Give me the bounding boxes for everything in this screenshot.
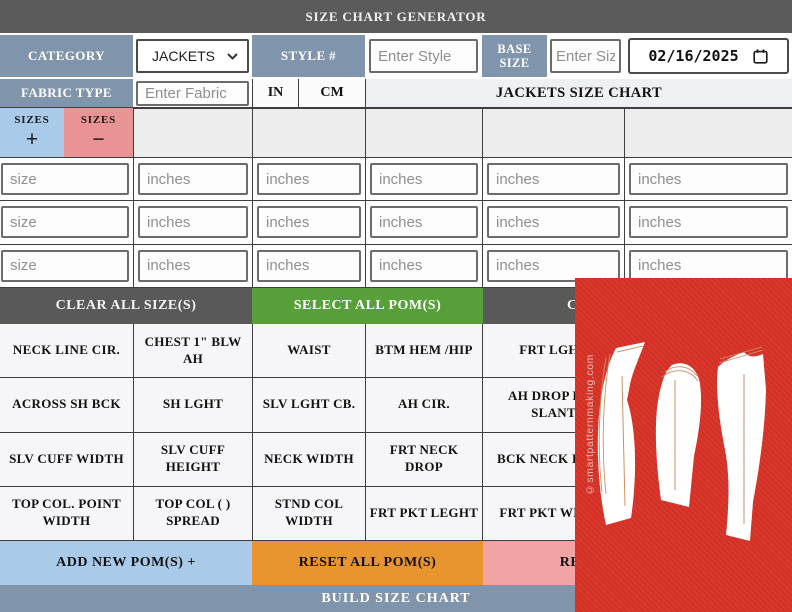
style-input[interactable] <box>369 39 478 73</box>
pom-cell[interactable]: SLV LGHT CB. <box>252 378 365 432</box>
page-title: SIZE CHART GENERATOR <box>305 8 487 24</box>
pom-cell[interactable]: AH CIR. <box>365 378 482 432</box>
inches-input[interactable] <box>487 206 620 239</box>
inches-input[interactable] <box>487 249 620 282</box>
remove-size-button[interactable]: SIZES − <box>64 108 133 158</box>
inches-input[interactable] <box>138 249 248 282</box>
select-all-poms-button[interactable]: SELECT ALL POM(S) <box>252 288 483 324</box>
size-input[interactable] <box>1 249 129 282</box>
add-size-button[interactable]: SIZES + <box>0 108 64 158</box>
chevron-down-icon <box>227 52 238 60</box>
pom-cell[interactable]: FRT PKT LEGHT <box>365 486 482 540</box>
size-row <box>0 201 792 245</box>
pom-cell[interactable]: FRT NECK DROP <box>365 432 482 486</box>
date-value: 02/16/2025 <box>648 47 739 65</box>
base-size-input-cell <box>547 35 624 77</box>
date-cell: 02/16/2025 <box>624 35 792 77</box>
minus-icon: − <box>92 128 105 151</box>
pom-cell[interactable]: BTM HEM /HIP <box>365 324 482 378</box>
empty-cell <box>252 108 365 158</box>
pom-grid: NECK LINE CIR. CHEST 1" BLW AH WAIST BTM… <box>0 324 792 541</box>
inches-input[interactable] <box>370 249 478 282</box>
pom-cell[interactable]: TOP COL ( ) SPREAD <box>133 486 252 540</box>
pom-cell[interactable]: SLV CUFF WIDTH <box>0 432 133 486</box>
inches-input[interactable] <box>629 163 788 196</box>
pom-cell[interactable]: WAIST <box>252 324 365 378</box>
inches-input[interactable] <box>257 249 361 282</box>
unit-cm-toggle[interactable]: CM <box>298 79 365 107</box>
inches-input[interactable] <box>257 163 361 196</box>
empty-cell <box>482 108 624 158</box>
inches-input[interactable] <box>138 163 248 196</box>
inches-input[interactable] <box>629 206 788 239</box>
fabric-type-label: FABRIC TYPE <box>0 79 133 107</box>
category-select-cell: JACKETS <box>133 35 252 77</box>
base-size-label: BASE SIZE <box>482 35 547 77</box>
reset-all-poms-button[interactable]: RESET ALL POM(S) <box>252 541 483 585</box>
calendar-icon <box>753 48 768 64</box>
pom-cell[interactable]: STND COL WIDTH <box>252 486 365 540</box>
pom-cell[interactable]: NECK LINE CIR. <box>0 324 133 378</box>
unit-in-toggle[interactable]: IN <box>252 79 298 107</box>
fabric-input-cell <box>133 79 252 107</box>
empty-cell <box>133 108 252 158</box>
inches-input[interactable] <box>370 163 478 196</box>
build-size-chart-label: BUILD SIZE CHART <box>321 590 471 606</box>
style-number-label: STYLE # <box>252 35 365 77</box>
clear-all-sizes-button[interactable]: CLEAR ALL SIZE(S) <box>0 288 252 324</box>
fabric-input[interactable] <box>136 80 249 106</box>
size-input-grid <box>0 158 792 288</box>
category-label: CATEGORY <box>0 35 133 77</box>
inches-input[interactable] <box>487 163 620 196</box>
empty-cell <box>365 108 482 158</box>
inches-input[interactable] <box>257 206 361 239</box>
inches-input[interactable] <box>370 206 478 239</box>
pom-cell[interactable]: NECK WIDTH <box>252 432 365 486</box>
inches-input[interactable] <box>629 249 788 282</box>
style-input-cell <box>365 35 482 77</box>
pom-cell[interactable]: SH LGHT <box>133 378 252 432</box>
inches-input[interactable] <box>138 206 248 239</box>
empty-cell <box>624 108 792 158</box>
size-input[interactable] <box>1 206 129 239</box>
date-input[interactable]: 02/16/2025 <box>627 38 789 74</box>
size-row <box>0 244 792 288</box>
pom-cell[interactable]: SLV CUFF HEIGHT <box>133 432 252 486</box>
chart-title: JACKETS SIZE CHART <box>365 79 792 107</box>
category-select[interactable]: JACKETS <box>136 39 249 73</box>
title-bar: SIZE CHART GENERATOR <box>0 0 792 33</box>
plus-icon: + <box>25 128 39 151</box>
size-row <box>0 158 792 202</box>
pom-cell[interactable]: TOP COL. POINT WIDTH <box>0 486 133 540</box>
pom-cell[interactable]: ACROSS SH BCK <box>0 378 133 432</box>
size-input[interactable] <box>1 163 129 196</box>
category-selected-value: JACKETS <box>152 48 216 64</box>
pattern-image: ©smartpatternmaking.com <box>575 278 792 612</box>
add-new-pom-button[interactable]: ADD NEW POM(S) + <box>0 541 252 585</box>
pom-cell[interactable]: CHEST 1" BLW AH <box>133 324 252 378</box>
jacket-pattern-pieces <box>597 342 766 541</box>
base-size-input[interactable] <box>550 39 621 73</box>
